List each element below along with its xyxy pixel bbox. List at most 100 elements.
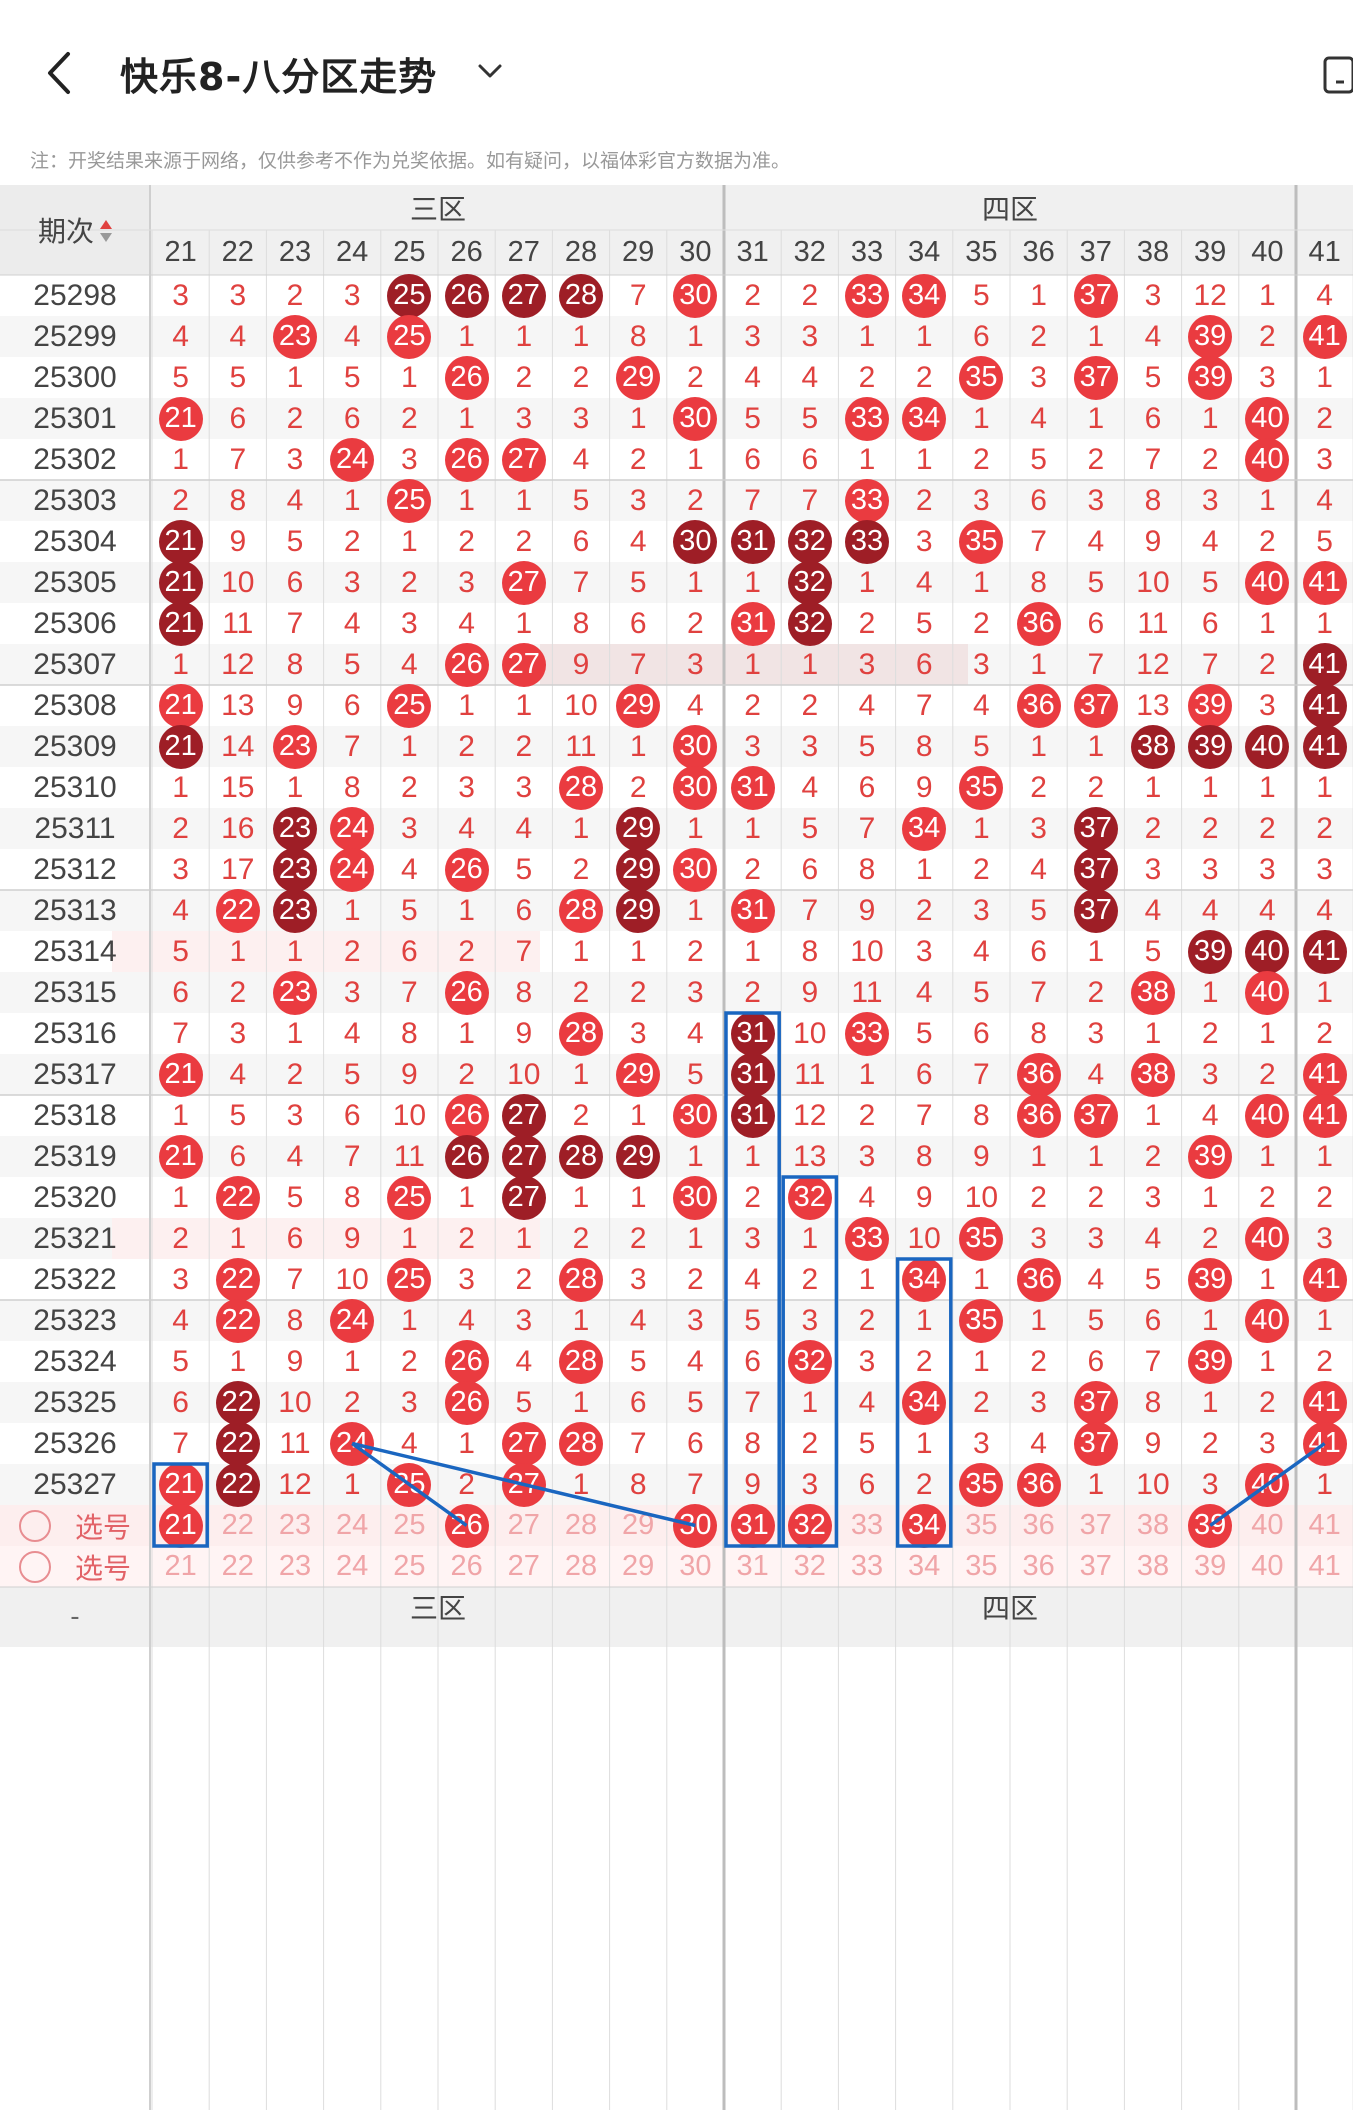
select-cell[interactable]: 32 — [781, 1546, 838, 1587]
select-cell[interactable]: 36 — [1010, 1505, 1067, 1546]
page-title[interactable]: 快乐8-八分区走势 — [120, 55, 438, 99]
miss-cell: 1 — [552, 1177, 609, 1218]
hit-cell: 37 — [1067, 683, 1124, 728]
title-dropdown-button[interactable] — [472, 56, 508, 86]
radio-circle-icon[interactable] — [18, 1509, 51, 1542]
miss-count: 1 — [687, 319, 704, 353]
select-cell[interactable]: 23 — [266, 1505, 323, 1546]
select-cell[interactable]: 22 — [209, 1546, 266, 1587]
select-cell[interactable]: 25 — [381, 1505, 438, 1546]
select-cell[interactable]: 23 — [266, 1546, 323, 1587]
period-column-header[interactable]: 期次 — [0, 185, 150, 275]
select-cell-selected[interactable]: 30 — [667, 1503, 724, 1548]
miss-count: 1 — [629, 1098, 647, 1132]
miss-cell: 1 — [1067, 398, 1124, 439]
miss-count: 1 — [1259, 483, 1276, 517]
miss-cell: 4 — [896, 562, 953, 603]
select-cell[interactable]: 37 — [1067, 1546, 1124, 1587]
selected-ball[interactable]: 26 — [444, 1503, 489, 1548]
hit-cell: 36 — [1010, 1462, 1067, 1507]
miss-cell: 2 — [552, 972, 609, 1013]
draw-ball: 24 — [330, 806, 375, 851]
selected-ball[interactable]: 31 — [730, 1503, 775, 1548]
select-cell[interactable]: 40 — [1239, 1546, 1296, 1587]
draw-ball: 28 — [558, 273, 603, 318]
select-cell[interactable]: 29 — [610, 1505, 667, 1546]
draw-ball: 33 — [844, 519, 889, 564]
select-cell-selected[interactable]: 34 — [896, 1503, 953, 1548]
miss-cell: 2 — [896, 357, 953, 398]
hit-cell: 26 — [438, 1339, 495, 1384]
select-cell[interactable]: 21 — [152, 1546, 209, 1587]
select-cell[interactable]: 28 — [552, 1505, 609, 1546]
selected-ball[interactable]: 32 — [787, 1503, 832, 1548]
select-cell[interactable]: 36 — [1010, 1546, 1067, 1587]
select-cell[interactable]: 28 — [552, 1546, 609, 1587]
select-cell[interactable]: 39 — [1182, 1546, 1239, 1587]
hit-cell: 41 — [1296, 1380, 1353, 1425]
selected-ball[interactable]: 34 — [902, 1503, 947, 1548]
select-cell[interactable]: 35 — [953, 1546, 1010, 1587]
select-cell[interactable]: 24 — [324, 1505, 381, 1546]
select-cell[interactable]: 41 — [1296, 1505, 1353, 1546]
selected-ball[interactable]: 39 — [1188, 1503, 1233, 1548]
select-cell-selected[interactable]: 26 — [438, 1503, 495, 1548]
select-cell[interactable]: 33 — [838, 1546, 895, 1587]
miss-count: 10 — [221, 565, 255, 599]
select-cell-selected[interactable]: 39 — [1182, 1503, 1239, 1548]
miss-cell: 2 — [324, 1382, 381, 1423]
select-cell-selected[interactable]: 32 — [781, 1503, 838, 1548]
select-cell[interactable]: 31 — [724, 1546, 781, 1587]
miss-cell: 12 — [781, 1095, 838, 1136]
miss-count: 2 — [1201, 1426, 1219, 1460]
selected-ball[interactable]: 30 — [673, 1503, 718, 1548]
device-button[interactable] — [1322, 52, 1353, 98]
miss-count: 3 — [1201, 852, 1219, 886]
miss-cell: 12 — [1124, 644, 1181, 685]
select-cell[interactable]: 34 — [896, 1546, 953, 1587]
hit-cell: 33 — [838, 396, 895, 441]
miss-count: 6 — [801, 442, 819, 476]
select-cell[interactable]: 24 — [324, 1546, 381, 1587]
select-cell[interactable]: 38 — [1124, 1505, 1181, 1546]
select-cell[interactable]: 41 — [1296, 1546, 1353, 1587]
radio-circle-icon[interactable] — [18, 1550, 51, 1583]
sort-icon[interactable] — [98, 218, 112, 242]
select-cell[interactable]: 29 — [610, 1546, 667, 1587]
draw-ball: 33 — [844, 1216, 889, 1261]
select-cell[interactable]: 37 — [1067, 1505, 1124, 1546]
select-row-toggle[interactable]: 选号 — [0, 1505, 150, 1546]
select-row-toggle[interactable]: 选号 — [0, 1546, 150, 1587]
period-cell: 25316 — [33, 1016, 117, 1050]
miss-count: 6 — [286, 1221, 304, 1255]
miss-count: 7 — [744, 483, 761, 517]
select-cell[interactable]: 38 — [1124, 1546, 1181, 1587]
selected-ball[interactable]: 21 — [158, 1503, 203, 1548]
select-cell[interactable]: 40 — [1239, 1505, 1296, 1546]
draw-ball: 26 — [444, 1380, 489, 1425]
select-cell[interactable]: 27 — [495, 1546, 552, 1587]
miss-count: 1 — [458, 319, 475, 353]
draw-ball: 21 — [158, 519, 203, 564]
miss-count: 1 — [572, 1057, 590, 1091]
select-number: 30 — [679, 1550, 712, 1582]
select-cell[interactable]: 25 — [381, 1546, 438, 1587]
select-cell[interactable]: 26 — [438, 1546, 495, 1587]
back-button[interactable] — [40, 48, 80, 98]
select-cell-selected[interactable]: 21 — [152, 1503, 209, 1548]
hit-cell: 24 — [324, 437, 381, 482]
select-cell[interactable]: 33 — [838, 1505, 895, 1546]
select-cell[interactable]: 22 — [209, 1505, 266, 1546]
miss-cell: 1 — [1067, 316, 1124, 357]
miss-count: 6 — [229, 401, 247, 435]
miss-cell: 2 — [667, 480, 724, 521]
select-cell[interactable]: 35 — [953, 1505, 1010, 1546]
select-cell[interactable]: 27 — [495, 1505, 552, 1546]
miss-count: 6 — [343, 688, 361, 722]
select-cell-selected[interactable]: 31 — [724, 1503, 781, 1548]
miss-count: 14 — [221, 729, 255, 763]
select-cell[interactable]: 30 — [667, 1546, 724, 1587]
hit-cell: 37 — [1067, 1093, 1124, 1138]
hit-cell: 23 — [266, 806, 323, 851]
miss-count: 16 — [221, 811, 255, 845]
